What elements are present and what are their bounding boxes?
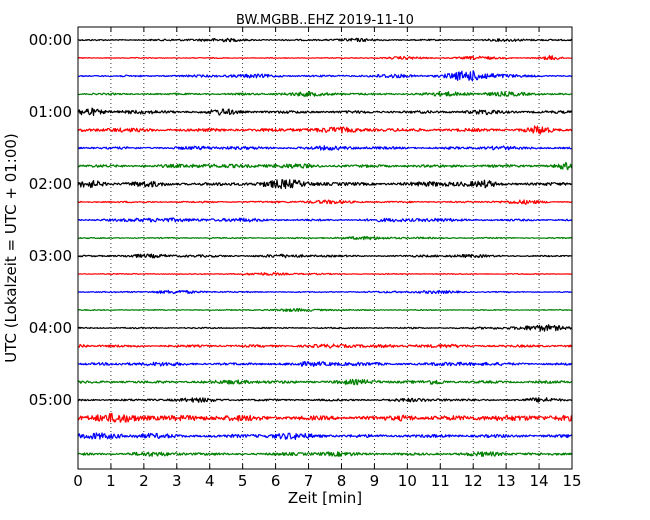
trace-0145 bbox=[77, 162, 572, 171]
trace-0045 bbox=[77, 91, 573, 97]
trace-0530 bbox=[77, 432, 573, 441]
plot-frame bbox=[77, 26, 573, 470]
x-tick-label: 1 bbox=[106, 472, 116, 490]
x-tick-label: 2 bbox=[139, 472, 149, 490]
y-tick-label: 02:00 bbox=[29, 175, 72, 193]
trace-0515 bbox=[77, 412, 573, 423]
trace-0500 bbox=[77, 397, 573, 403]
y-tick-label: 00:00 bbox=[29, 31, 72, 49]
trace-0445 bbox=[77, 378, 573, 386]
trace-0200 bbox=[77, 179, 573, 190]
trace-0115 bbox=[77, 125, 573, 135]
x-tick-label: 6 bbox=[271, 472, 281, 490]
trace-0345 bbox=[78, 307, 573, 313]
trace-0330 bbox=[77, 289, 573, 295]
x-tick-label: 11 bbox=[431, 472, 450, 490]
trace-0100 bbox=[77, 107, 573, 117]
trace-0430 bbox=[77, 361, 573, 367]
x-axis-label: Zeit [min] bbox=[288, 489, 362, 507]
axis-ticks: 0 1 2 3 4 5 6 7 8 9 10 11 12 13 14 1500:0001:0002:0003:… bbox=[29, 27, 582, 490]
trace-0545 bbox=[77, 451, 573, 458]
x-tick-label: 7 bbox=[304, 472, 314, 490]
y-tick-label: 05:00 bbox=[29, 391, 72, 409]
grid-lines bbox=[110, 27, 540, 469]
trace-0000 bbox=[77, 37, 573, 43]
trace-0245 bbox=[77, 236, 573, 241]
x-tick-label: 4 bbox=[205, 472, 215, 490]
x-tick-label: 15 bbox=[562, 472, 581, 490]
x-tick-label: 0 bbox=[73, 472, 83, 490]
trace-0315 bbox=[77, 272, 573, 276]
x-tick-label: 9 bbox=[370, 472, 380, 490]
y-tick-label: 01:00 bbox=[29, 103, 72, 121]
trace-0300 bbox=[77, 253, 573, 259]
x-tick-label: 5 bbox=[238, 472, 248, 490]
trace-0400 bbox=[77, 324, 573, 332]
y-tick-label: 03:00 bbox=[29, 247, 72, 265]
x-tick-label: 13 bbox=[497, 472, 516, 490]
y-tick-label: 04:00 bbox=[29, 319, 72, 337]
trace-0215 bbox=[77, 199, 573, 205]
x-tick-label: 12 bbox=[464, 472, 483, 490]
x-tick-label: 3 bbox=[172, 472, 182, 490]
x-tick-label: 10 bbox=[398, 472, 417, 490]
trace-0030 bbox=[77, 70, 573, 82]
trace-group bbox=[77, 37, 573, 458]
trace-0230 bbox=[77, 217, 573, 223]
trace-0015 bbox=[77, 54, 573, 61]
y-axis-label: UTC (Lokalzeit = UTC + 01:00) bbox=[2, 133, 20, 363]
trace-0415 bbox=[77, 343, 573, 349]
x-tick-label: 14 bbox=[530, 472, 549, 490]
x-tick-label: 8 bbox=[337, 472, 347, 490]
trace-0130 bbox=[77, 145, 573, 151]
chart-title: BW.MGBB..EHZ 2019-11-10 bbox=[236, 13, 414, 28]
